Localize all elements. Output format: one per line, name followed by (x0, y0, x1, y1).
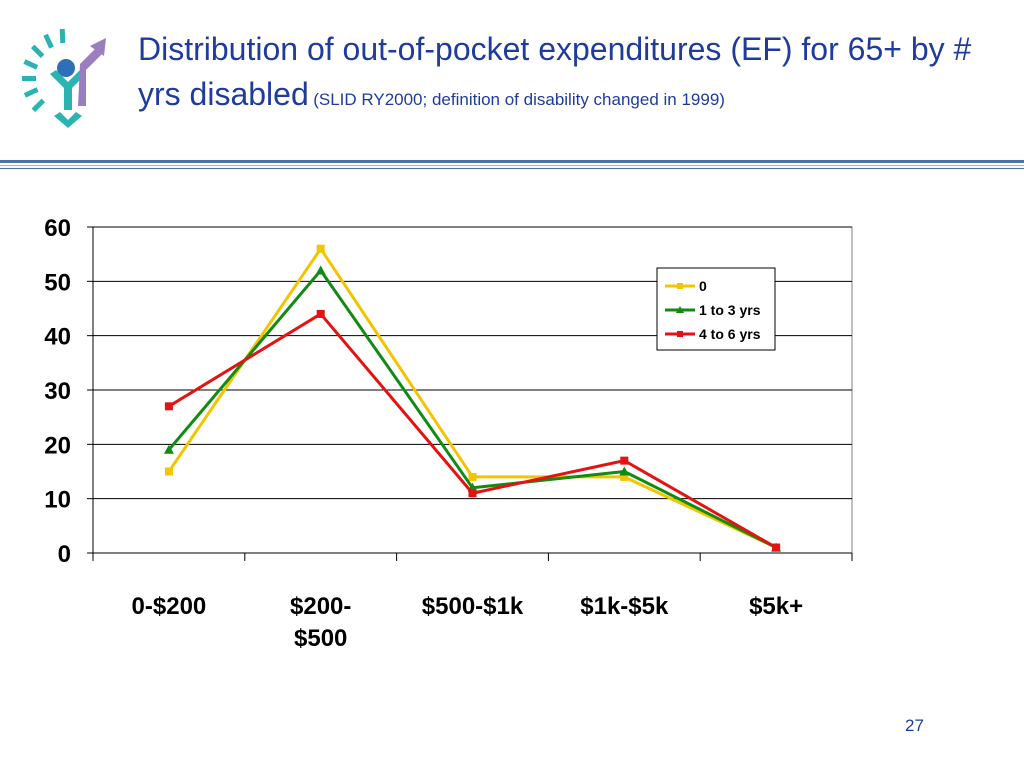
y-tick-label: 0 (58, 541, 71, 568)
data-point (468, 489, 477, 498)
slide-title-sub: (SLID RY2000; definition of disability c… (313, 90, 725, 109)
page-number: 27 (905, 716, 924, 735)
y-tick-label: 40 (44, 324, 71, 351)
data-point (316, 309, 325, 318)
x-tick-label: $5k+ (749, 593, 803, 620)
data-point (164, 402, 173, 411)
legend-label: 4 to 6 yrs (699, 326, 761, 342)
legend-marker (677, 283, 683, 289)
data-point (163, 444, 174, 454)
data-point (316, 244, 325, 253)
slide-title: Distribution of out-of-pocket expenditur… (138, 30, 978, 120)
legend-marker (677, 331, 683, 337)
legend-marker (676, 306, 684, 313)
x-tick-label: $500-$1k (422, 593, 524, 620)
y-tick-label: 60 (44, 215, 71, 242)
header-rule-thin (0, 168, 1024, 169)
header-rule-light (0, 165, 1024, 166)
data-point (468, 472, 477, 481)
header-rule-thick (0, 160, 1024, 163)
data-point (164, 467, 173, 476)
x-tick-label: $200-$500 (290, 593, 351, 652)
slide-title-main: Distribution of out-of-pocket expenditur… (138, 31, 972, 112)
y-tick-label: 20 (44, 432, 71, 459)
y-tick-label: 30 (44, 378, 71, 405)
y-tick-label: 10 (44, 487, 71, 514)
data-point (620, 456, 629, 465)
x-tick-label: $1k-$5k (580, 593, 669, 620)
data-point (772, 543, 781, 552)
line-chart: 0 10 20 30 40 50 60 0-$200 $200-$500 $500-$1k $1k-… (44, 215, 853, 652)
legend-label: 0 (699, 278, 707, 294)
logo (22, 28, 106, 128)
data-point (620, 472, 629, 481)
y-tick-label: 50 (44, 269, 71, 296)
data-point (619, 466, 630, 476)
x-tick-label: 0-$200 (132, 593, 207, 620)
legend-label: 1 to 3 yrs (699, 302, 761, 318)
data-point (315, 265, 326, 275)
